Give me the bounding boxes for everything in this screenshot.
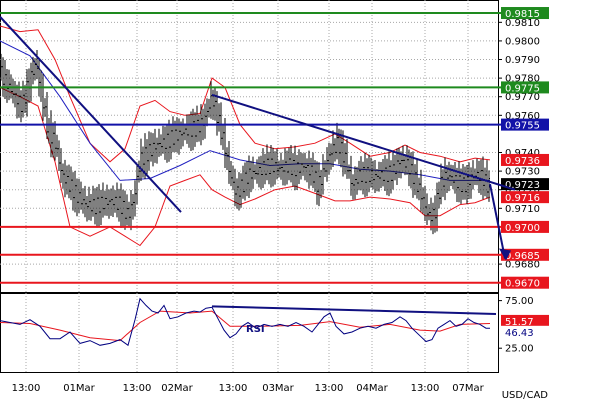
y-tick-label: 0.9810 — [505, 18, 540, 29]
y-tick-label: 0.9760 — [505, 111, 540, 122]
rsi-title: RSI — [246, 324, 265, 335]
level-label: 0.9685 — [505, 251, 540, 262]
symbol-label: USD/CAD — [502, 390, 549, 400]
rsi-y-tick-label: 75.00 — [505, 296, 534, 307]
y-tick-label: 0.9740 — [505, 148, 540, 159]
y-tick-label: 0.9800 — [505, 36, 540, 47]
projection-arrow-head — [499, 248, 511, 261]
level-label: 0.9755 — [505, 121, 540, 132]
level-label-bg — [501, 118, 549, 131]
level-label: 0.9670 — [505, 279, 540, 290]
y-tick-label: 0.9710 — [505, 204, 540, 215]
rsi-value-label-bg — [501, 314, 549, 327]
x-tick-label: 13:00 — [219, 383, 248, 394]
y-tick-label: 0.9790 — [505, 55, 540, 66]
bollinger-upper-line — [0, 25, 491, 163]
x-tick-label: 04Mar — [356, 383, 388, 394]
x-tick-label: 07Mar — [452, 383, 484, 394]
rsi-y-tick-label: 25.00 — [505, 344, 534, 355]
level-label: 0.9716 — [505, 193, 540, 204]
level-label: 0.9775 — [505, 83, 540, 94]
trendline — [0, 16, 182, 213]
level-label: 0.9700 — [505, 223, 540, 234]
trendline — [211, 93, 516, 191]
level-label: 0.9723 — [505, 180, 540, 191]
main-plot-frame — [0, 0, 499, 293]
level-label: 0.9815 — [505, 9, 540, 20]
moving-average-line — [0, 40, 490, 181]
rsi-trendline — [211, 305, 497, 315]
y-tick-label: 0.9680 — [505, 260, 540, 271]
rsi-plot-frame — [0, 293, 499, 373]
x-tick-label: 02Mar — [161, 383, 193, 394]
projection-arrow-line — [489, 183, 506, 259]
x-tick-label: 01Mar — [63, 383, 95, 394]
x-tick-label: 13:00 — [411, 383, 440, 394]
rsi-value-label-bg — [501, 325, 549, 338]
rsi-signal-line — [0, 310, 491, 342]
level-label-bg — [501, 178, 549, 191]
rsi-series-group — [0, 297, 491, 347]
main-series-group — [0, 25, 491, 247]
rsi-line — [0, 297, 490, 347]
x-tick-label: 13:00 — [12, 383, 41, 394]
level-label-bg — [501, 153, 549, 166]
y-tick-label: 0.9730 — [505, 167, 540, 178]
level-label-bg — [501, 276, 549, 289]
x-tick-label: 13:00 — [315, 383, 344, 394]
level-label-bg — [501, 220, 549, 233]
y-tick-label: 0.9720 — [505, 185, 540, 196]
rsi-value-label: 46.43 — [505, 328, 534, 339]
rsi-value-label: 51.57 — [505, 317, 534, 328]
level-label-bg — [501, 191, 549, 204]
level-label: 0.9736 — [505, 156, 540, 167]
bollinger-lower-line — [0, 86, 491, 247]
x-tick-label: 13:00 — [123, 383, 152, 394]
level-label-bg — [501, 7, 549, 20]
level-label-bg — [501, 248, 549, 261]
y-tick-label: 0.9770 — [505, 92, 540, 103]
x-tick-label: 03Mar — [262, 383, 294, 394]
y-tick-label: 0.9780 — [505, 74, 540, 85]
level-label-bg — [501, 81, 549, 94]
